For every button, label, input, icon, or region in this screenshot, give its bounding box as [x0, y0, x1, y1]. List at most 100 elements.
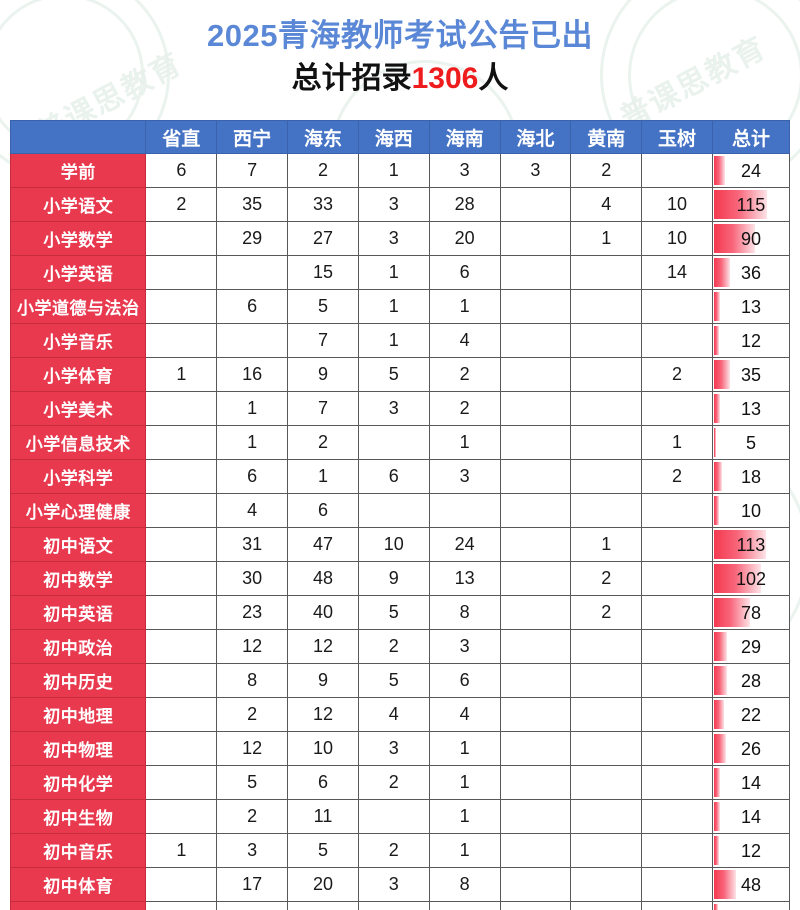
data-cell [641, 697, 713, 732]
data-cell: 6 [428, 255, 501, 290]
data-cell [570, 357, 643, 392]
data-cell [570, 255, 643, 290]
data-cell: 17 [216, 867, 289, 902]
total-cell: 12 [711, 323, 791, 358]
column-header-4: 海南 [428, 120, 501, 154]
row-label-19: 初中生物 [9, 799, 147, 834]
data-bar [713, 326, 720, 355]
data-cell [641, 629, 713, 664]
total-value: 13 [740, 296, 761, 317]
data-cell [145, 391, 218, 426]
data-cell: 4 [428, 323, 501, 358]
total-cell: 35 [711, 357, 791, 392]
data-cell [641, 323, 713, 358]
table-row: 初中语文 31 47 10 24 1 113 [9, 527, 791, 562]
table-row: 初中美术4419 [9, 901, 791, 910]
total-cell: 14 [711, 799, 791, 834]
data-cell: 4 [570, 187, 643, 222]
data-cell: 2 [570, 561, 643, 596]
data-cell [145, 561, 218, 596]
data-cell [641, 731, 713, 766]
table-body: 学前 6 7 2 1 3 3 2 24 小学语文 2 35 33 3 28 4 10 115 小学数学 29 27 3 20… [9, 153, 791, 910]
data-cell: 12 [216, 731, 289, 766]
data-cell [428, 493, 501, 528]
data-cell [570, 731, 643, 766]
data-cell: 47 [287, 527, 359, 562]
table-row: 小学科学 6 1 6 3 2 18 [9, 459, 791, 494]
page-title: 2025青海教师考试公告已出 [207, 18, 593, 53]
data-cell [499, 255, 572, 290]
total-cell: 13 [711, 391, 791, 426]
data-cell [499, 901, 572, 910]
data-cell [145, 901, 218, 910]
row-label-15: 初中历史 [9, 663, 147, 698]
data-bar [713, 258, 731, 287]
total-value: 18 [740, 466, 761, 487]
data-bar [713, 598, 751, 627]
data-cell [499, 765, 572, 800]
data-cell [145, 493, 218, 528]
data-cell [145, 663, 218, 698]
data-cell: 1 [428, 833, 501, 868]
row-label-8: 小学信息技术 [9, 425, 147, 460]
row-label-22: 初中美术 [9, 901, 147, 910]
data-cell: 10 [287, 731, 359, 766]
data-cell [145, 799, 218, 834]
data-bar [713, 190, 768, 219]
row-label-5: 小学音乐 [9, 323, 147, 358]
row-label-2: 小学数学 [9, 221, 147, 256]
data-cell: 9 [357, 561, 430, 596]
data-cell: 40 [287, 595, 359, 630]
data-cell: 7 [287, 323, 359, 358]
row-label-18: 初中化学 [9, 765, 147, 800]
data-cell [570, 629, 643, 664]
row-label-13: 初中英语 [9, 595, 147, 630]
table-row: 初中物理 12 10 3 1 26 [9, 731, 791, 766]
total-cell: 22 [711, 697, 791, 732]
data-cell: 6 [287, 765, 359, 800]
data-cell [145, 425, 218, 460]
data-cell [499, 629, 572, 664]
data-cell: 5 [357, 595, 430, 630]
data-cell [499, 323, 572, 358]
data-cell [499, 731, 572, 766]
table-row: 小学英语 15 1 6 14 36 [9, 255, 791, 290]
row-label-1: 小学语文 [9, 187, 147, 222]
data-cell [145, 697, 218, 732]
data-bar [713, 700, 725, 729]
total-cell: 113 [711, 527, 791, 562]
table-row: 初中化学 5 6 2 1 14 [9, 765, 791, 800]
table-container: 省直 西宁 海东 海西 海南 海北 黄南 玉树 总计 学前 6 7 2 1 3 3 2 24 小学语文 2 35 33 3… [0, 120, 800, 910]
data-cell [499, 867, 572, 902]
column-header-6: 黄南 [570, 120, 643, 154]
data-cell [428, 901, 501, 910]
data-cell: 3 [357, 731, 430, 766]
data-cell: 31 [216, 527, 289, 562]
data-cell: 2 [145, 187, 218, 222]
data-cell: 3 [357, 187, 430, 222]
data-cell [641, 391, 713, 426]
data-cell: 12 [216, 629, 289, 664]
data-cell [145, 527, 218, 562]
total-cell: 29 [711, 629, 791, 664]
data-cell: 2 [428, 357, 501, 392]
total-value: 29 [740, 636, 761, 657]
data-cell [499, 289, 572, 324]
data-cell [570, 459, 643, 494]
data-cell [145, 595, 218, 630]
data-cell [145, 867, 218, 902]
data-cell: 8 [428, 595, 501, 630]
total-cell: 78 [711, 595, 791, 630]
data-cell: 10 [641, 187, 713, 222]
total-value: 10 [740, 500, 761, 521]
table-row: 初中历史 8 9 5 6 28 [9, 663, 791, 698]
data-bar [713, 360, 730, 389]
data-bar [713, 666, 727, 695]
total-value: 48 [740, 874, 761, 895]
data-cell: 12 [287, 629, 359, 664]
row-label-9: 小学科学 [9, 459, 147, 494]
data-cell [641, 153, 713, 188]
data-bar [713, 870, 737, 899]
data-cell: 5 [357, 357, 430, 392]
